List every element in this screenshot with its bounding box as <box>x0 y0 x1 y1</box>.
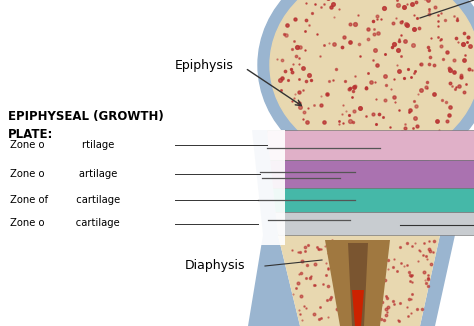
Polygon shape <box>258 188 474 212</box>
Text: Diaphysis: Diaphysis <box>185 259 246 273</box>
Polygon shape <box>278 235 440 326</box>
Text: EPIPHYSEAL (GROWTH)
PLATE:: EPIPHYSEAL (GROWTH) PLATE: <box>8 110 164 141</box>
Text: Epiphysis: Epiphysis <box>175 58 234 71</box>
Text: Zone o           artilage: Zone o artilage <box>10 169 118 179</box>
Polygon shape <box>420 235 455 326</box>
Text: Zone of         cartilage: Zone of cartilage <box>10 195 120 205</box>
Polygon shape <box>252 130 278 235</box>
Polygon shape <box>260 130 474 160</box>
Polygon shape <box>248 235 300 326</box>
Ellipse shape <box>258 0 474 172</box>
Polygon shape <box>325 240 390 326</box>
Text: Zone o            rtilage: Zone o rtilage <box>10 140 114 150</box>
Polygon shape <box>348 243 368 326</box>
Polygon shape <box>268 212 474 235</box>
Polygon shape <box>352 290 364 326</box>
Polygon shape <box>258 160 474 188</box>
Ellipse shape <box>270 0 474 160</box>
Text: Zone o          cartilage: Zone o cartilage <box>10 218 120 229</box>
Bar <box>155 130 285 245</box>
